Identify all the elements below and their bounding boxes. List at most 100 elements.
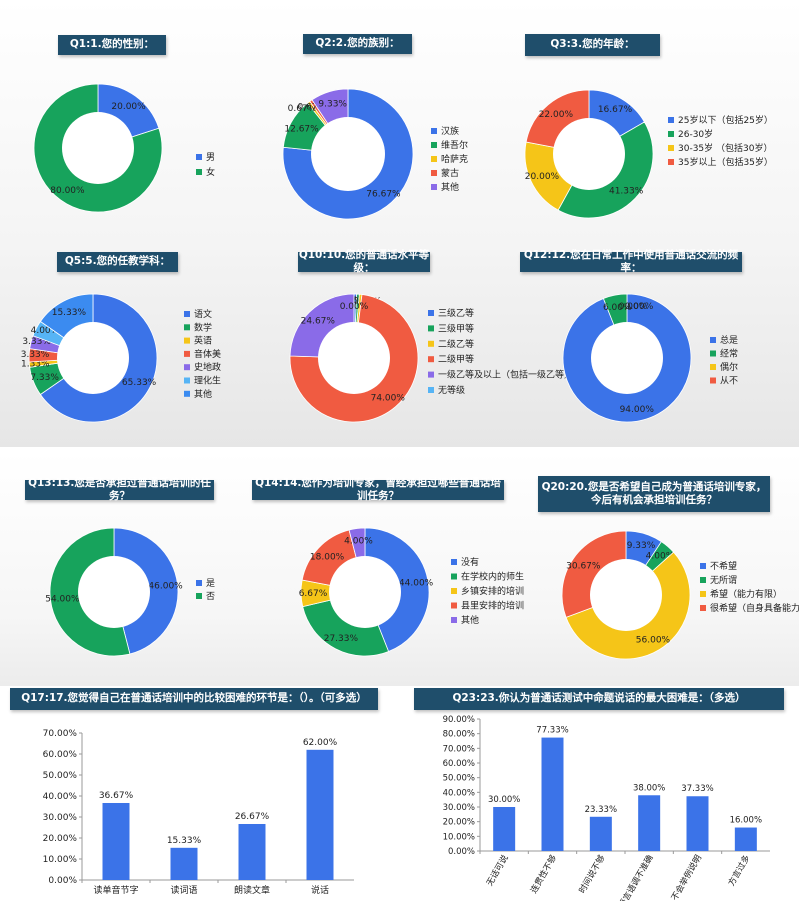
y-tick-label: 20.00% [43,834,78,844]
donut-slice [282,88,414,220]
slice-value-label: 0.67% [343,296,372,306]
slice-value-label: 56.00% [636,635,671,645]
legend-swatch [184,350,190,357]
donut-slice [33,83,163,213]
slice-value-label: 0.67% [297,102,326,112]
donut-hole [553,118,625,190]
chart-title-mandarin-level: Q10:10.您的普通话水平等级： [298,248,430,274]
legend-swatch [451,602,457,609]
legend-label: 音体美 [194,348,221,360]
chart-title-subject: Q5:5.您的任教学科： [57,252,178,272]
legend-swatch [428,325,434,332]
legend-label: 语文 [194,308,212,320]
y-tick-label: 80.00% [443,730,475,740]
legend-swatch [700,563,706,569]
legend-swatch [184,311,190,317]
legend-label: 三级甲等 [438,322,474,334]
legend-label: 数学 [194,321,212,333]
x-tick-label: 说话 [311,884,329,896]
legend-label: 其他 [194,388,212,400]
slice-value-label: 3.33% [22,337,51,347]
bar-value-label: 16.00% [730,816,762,826]
chart-title-age: Q3:3.您的年龄： [525,34,660,56]
legend-swatch [196,580,202,586]
legend-swatch [700,605,706,611]
y-tick-label: 20.00% [443,818,475,828]
slice-value-label: 0.00% [340,302,369,312]
legend-swatch [196,154,202,160]
legend-label: 30-35岁 （包括30岁） [678,142,772,154]
legend-swatch [710,377,716,384]
chart-title-ethnicity: Q2:2.您的族别： [303,34,412,54]
slice-value-label: 22.00% [539,110,574,120]
chart-gender-marks: 20.00% 80.00% 男女 [33,83,215,213]
y-tick-label: 30.00% [443,803,475,813]
legend-swatch [668,145,674,151]
legend-label: 汉族 [441,125,459,137]
legend-label: 乡镇安排的培训 [461,585,524,597]
slice-value-label: 15.33% [52,308,87,318]
bar [541,737,564,851]
x-tick-label: 读词语 [170,884,197,896]
legend-label: 在学校内的师生 [461,571,524,583]
legend-label: 英语 [194,335,212,347]
chart-age-marks: 16.67% 41.33% 20.00% 22.00% 25岁以下（包括25岁） 26-3… [524,89,773,219]
legend-label: 其他 [461,614,479,626]
legend-label: 二级乙等 [438,338,474,350]
legend-swatch [428,387,434,393]
slice-value-label: 4.00% [646,552,675,562]
x-tick-label: 方言过多 [726,853,753,888]
slice-value-label: 18.00% [310,552,345,562]
slice-value-label: 44.00% [399,578,434,588]
bar-value-label: 26.67% [235,812,270,822]
legend-label: 蒙古 [441,167,459,179]
legend-swatch [700,577,706,583]
y-tick-label: 60.00% [43,750,78,760]
donut-hole [329,556,401,628]
x-tick-label: 读单音节字 [93,884,138,896]
legend-label: 否 [206,591,215,602]
legend-label: 其他 [441,181,459,193]
legend-label: 26-30岁 [678,128,713,140]
y-tick-label: 90.00% [443,715,475,725]
y-tick-label: 0.00% [48,876,77,886]
bar-value-label: 15.33% [167,836,202,846]
slice-value-label: 76.67% [366,189,401,199]
chart-training-types-marks: 44.00% 27.33% 6.67% 18.00% 4.00% 没有在学校内的师生乡镇安… [299,527,524,657]
chart-title-difficult-parts: Q17:17.您觉得自己在普通话培训中的比较困难的环节是：（）。（可多选） [10,688,378,710]
donut-hole [57,322,129,394]
slice-value-label: 80.00% [50,186,85,196]
bar [589,816,612,851]
legend-label: 是 [206,578,215,589]
bar [238,823,266,880]
slice-value-label: 0.00% [625,302,654,312]
y-tick-label: 60.00% [443,759,475,769]
bar-value-label: 36.67% [99,791,134,801]
donut-hole [590,559,662,631]
legend-label: 无等级 [438,384,465,396]
slice-value-label: 54.00% [45,595,80,605]
y-tick-label: 40.00% [443,788,475,798]
bar [493,807,516,851]
legend-swatch [184,364,190,371]
legend-swatch [710,350,716,357]
chart-title-speaking-difficulty: Q23:23.你认为普通话测试中命题说话的最大困难是：（多选） [414,688,784,710]
chart-difficult-parts-marks: 0.00% 10.00% 20.00% 30.00% 40.00% 50.00% 60.00… [43,729,354,896]
bar [102,802,130,880]
legend-label: 总是 [720,334,738,346]
slice-value-label: 12.67% [284,124,319,134]
slice-value-label: 4.00% [344,536,373,546]
legend-label: 无所谓 [710,575,737,586]
legend-swatch [431,184,437,190]
slice-value-label: 1.33% [21,359,50,369]
legend-swatch [431,142,437,148]
legend-label: 不希望 [710,560,737,572]
legend-label: 男 [206,152,215,163]
donut-hole [62,112,134,184]
slice-value-label: 6.67% [299,589,328,599]
legend-label: 偶尔 [720,361,738,373]
bar [734,827,757,851]
bar-value-label: 62.00% [303,738,338,748]
